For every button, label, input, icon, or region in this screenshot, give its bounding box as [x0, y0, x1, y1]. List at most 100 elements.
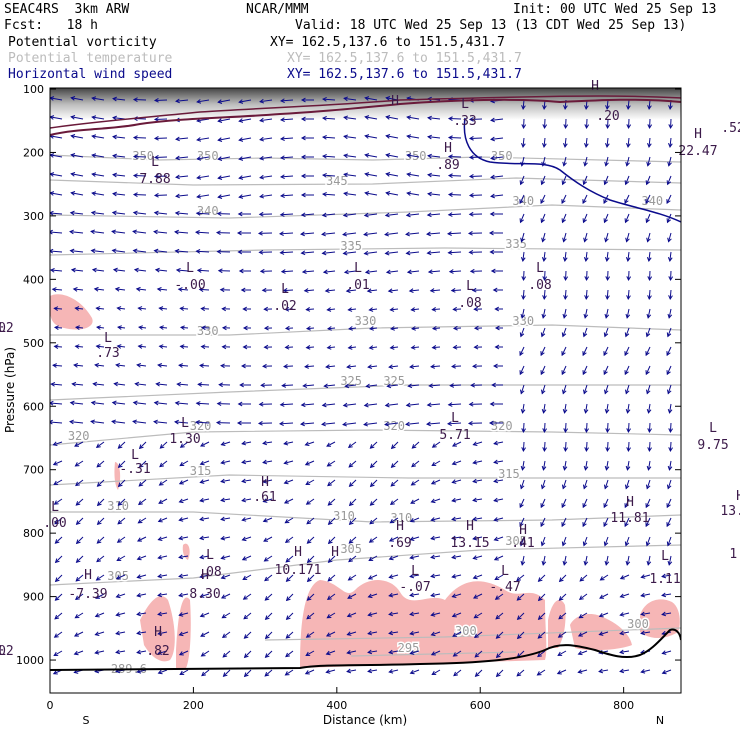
wind-arrow-head — [242, 325, 248, 331]
wind-arrow — [218, 156, 231, 160]
wind-arrow — [407, 135, 420, 139]
wind-arrow — [583, 327, 588, 337]
wind-arrow — [496, 650, 504, 658]
wind-arrow — [135, 383, 147, 386]
wind-arrow — [54, 612, 63, 620]
wind-arrow — [578, 631, 588, 637]
wind-arrow — [92, 97, 105, 101]
wind-arrow-head — [451, 574, 457, 579]
wind-arrow-head — [666, 522, 671, 528]
wind-arrow-head — [666, 370, 671, 376]
wind-arrow-head — [50, 210, 54, 216]
wind-arrow — [175, 421, 189, 424]
wind-arrow — [286, 593, 294, 601]
wind-arrow-head — [563, 295, 568, 301]
theta-contour-label: 350 — [132, 149, 154, 163]
wind-arrow — [133, 212, 147, 215]
wind-arrow-head — [385, 172, 391, 177]
wind-arrow-head — [540, 541, 546, 547]
wind-arrow-head — [468, 154, 474, 160]
wind-arrow — [385, 422, 399, 426]
wind-arrow — [563, 460, 567, 470]
wind-arrow-head — [447, 212, 453, 217]
wind-arrow-head — [112, 267, 118, 273]
wind-arrow — [72, 383, 84, 386]
wind-arrow-head — [157, 630, 163, 636]
wind-arrow-head — [409, 518, 415, 523]
wind-arrow-head — [389, 345, 395, 350]
wind-arrow — [410, 612, 420, 616]
wind-arrow — [540, 194, 546, 204]
wind-arrow — [537, 650, 546, 657]
theta-contour-label: 300 — [455, 624, 477, 638]
wind-arrow-head — [666, 484, 672, 490]
wind-arrow — [200, 441, 210, 447]
wind-arrow — [491, 156, 504, 159]
wind-arrow — [327, 327, 336, 330]
wind-arrow-head — [430, 631, 436, 637]
wind-arrow-head — [493, 497, 499, 503]
wind-arrow-head — [603, 351, 608, 357]
wind-arrow — [50, 173, 63, 177]
wind-arrow-head — [196, 99, 202, 104]
wind-arrow-head — [258, 249, 264, 255]
wind-arrow — [118, 479, 126, 487]
wind-arrow — [113, 174, 126, 177]
theta-contour-line — [50, 544, 681, 586]
wind-arrow-head — [157, 363, 163, 368]
wind-arrow — [538, 574, 546, 582]
field-xy-wind: XY= 162.5,137.6 to 151.5,431.7 — [287, 67, 522, 82]
wind-arrow-head — [264, 634, 270, 640]
wind-arrow-head — [95, 306, 101, 311]
extremum-marker: L — [104, 331, 112, 346]
wind-arrow — [134, 269, 147, 272]
wind-arrow — [307, 574, 315, 582]
wind-arrow-head — [447, 402, 453, 407]
organization: NCAR/MMM — [246, 2, 309, 17]
wind-arrow-head — [388, 649, 394, 655]
wind-arrow — [582, 346, 588, 356]
extremum-value: .08 — [528, 278, 551, 293]
wind-arrow-head — [490, 174, 495, 180]
wind-arrow-head — [90, 248, 96, 254]
wind-arrow-head — [364, 269, 370, 275]
wind-arrow-head — [327, 481, 332, 487]
wind-arrow-head — [346, 631, 352, 636]
wind-arrow-head — [451, 516, 457, 522]
wind-arrow — [71, 116, 84, 120]
wind-arrow — [347, 593, 357, 599]
wind-arrow-head — [260, 382, 266, 388]
wind-arrow-head — [364, 115, 370, 120]
wind-arrow — [112, 230, 126, 234]
wind-arrow-head — [73, 632, 79, 637]
wind-arrow — [305, 365, 315, 368]
wind-arrow-head — [451, 479, 457, 484]
wind-arrow-head — [196, 156, 202, 161]
wind-arrow-head — [472, 441, 478, 446]
wind-arrow — [283, 289, 294, 292]
wind-arrow-head — [494, 575, 500, 581]
wind-arrow-head — [304, 670, 310, 675]
wind-arrow-head — [363, 250, 369, 256]
wind-arrow — [347, 669, 357, 673]
wind-arrow-head — [368, 538, 374, 543]
wind-arrow-head — [429, 288, 435, 293]
wind-arrow-head — [626, 143, 631, 148]
wind-arrow — [96, 460, 105, 468]
wind-arrow — [307, 536, 315, 544]
wind-arrow-head — [174, 210, 180, 216]
wind-arrow — [322, 117, 336, 120]
wind-arrow-head — [563, 428, 568, 434]
wind-arrow — [91, 230, 105, 234]
wind-arrow — [667, 479, 672, 489]
wind-arrow — [138, 479, 147, 487]
wind-arrow — [285, 631, 294, 639]
wind-arrow-head — [540, 332, 546, 338]
wind-arrow — [389, 612, 399, 615]
wind-arrow-head — [626, 276, 632, 282]
wind-arrow — [197, 99, 210, 103]
wind-arrow-head — [50, 381, 56, 387]
wind-arrow-head — [70, 191, 76, 196]
wind-arrow-head — [467, 230, 473, 236]
y-tick-label: 900 — [23, 591, 44, 604]
